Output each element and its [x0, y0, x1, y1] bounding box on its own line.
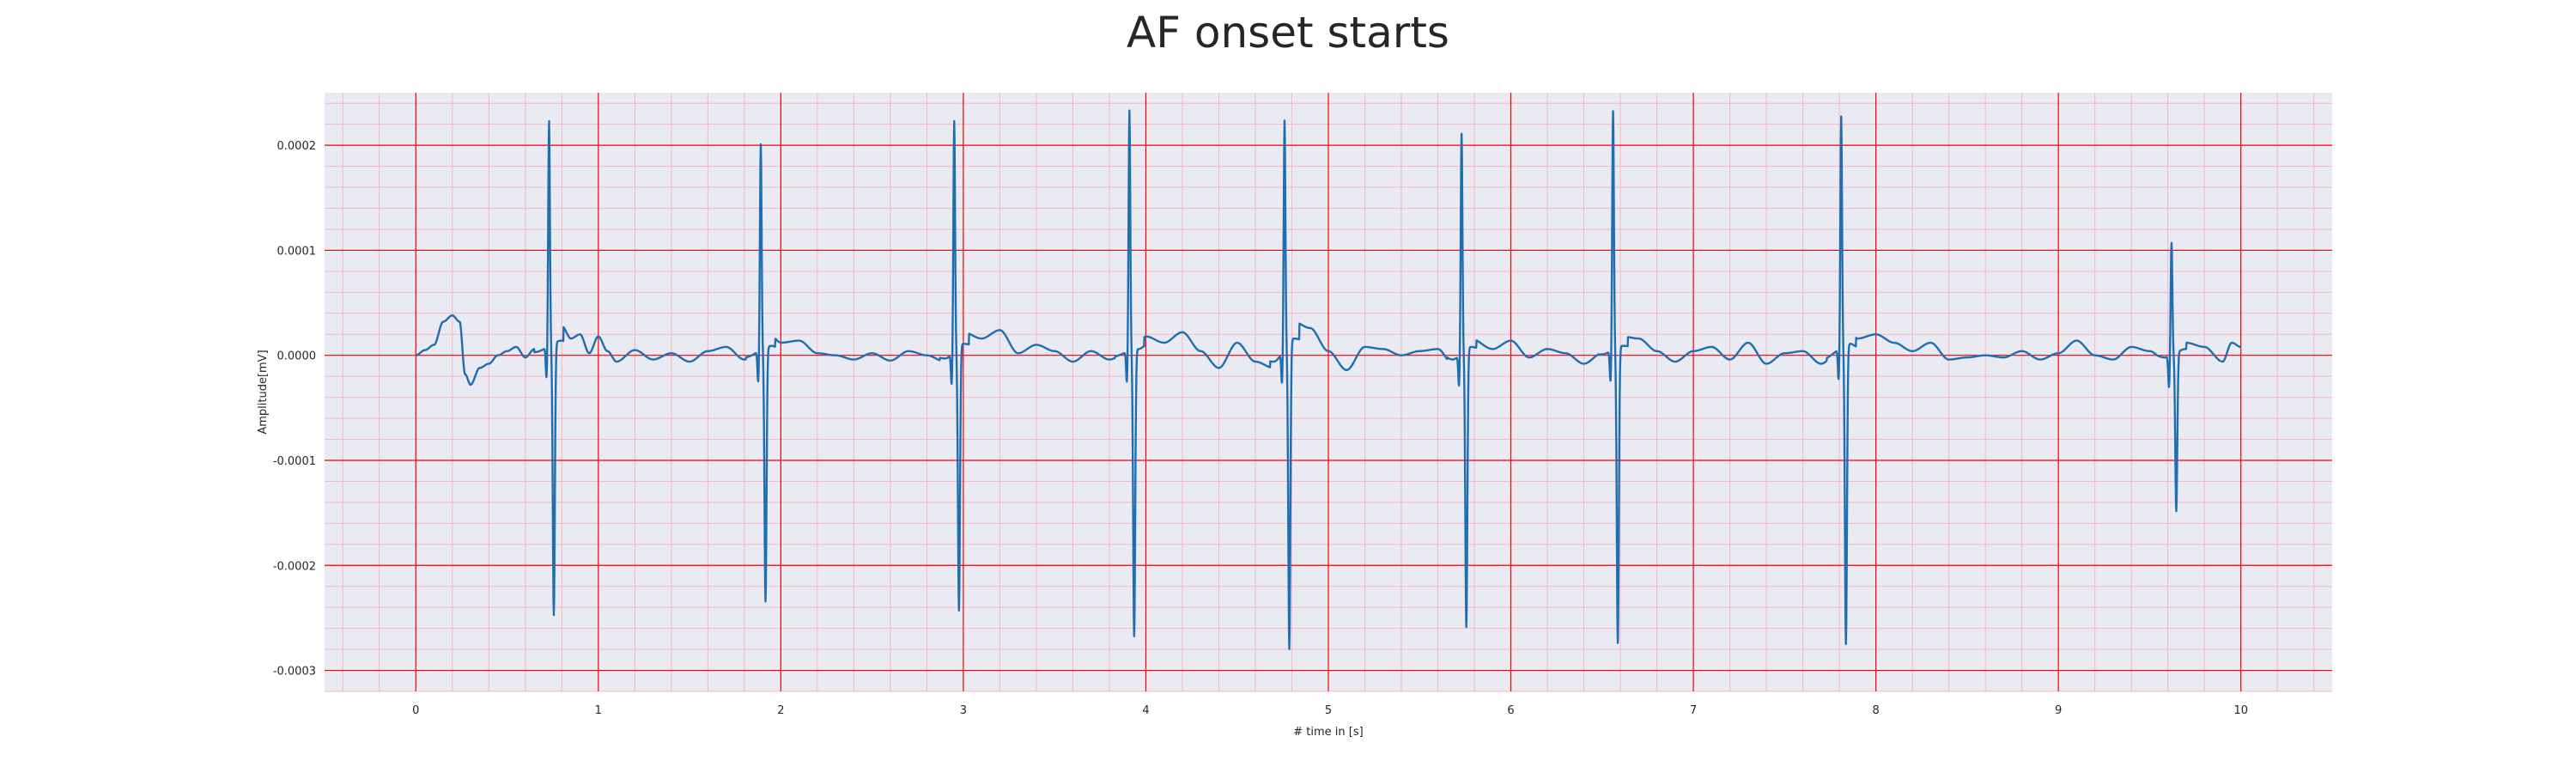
- x-tick-label: 10: [2233, 704, 2248, 717]
- x-tick-label: 1: [595, 704, 602, 717]
- x-tick-label: 3: [960, 704, 967, 717]
- x-tick-label: 7: [1690, 704, 1697, 717]
- y-tick-label: -0.0001: [273, 455, 316, 468]
- y-tick-label: 0.0001: [277, 245, 317, 258]
- x-tick-label: 9: [2055, 704, 2062, 717]
- y-tick-label: -0.0003: [273, 666, 316, 679]
- ecg-signal-line: [415, 109, 2242, 650]
- x-tick-label: 4: [1142, 704, 1149, 717]
- x-tick-label: 0: [412, 704, 419, 717]
- y-axis-label: Amplitude[mV]: [257, 350, 270, 434]
- major-grid: [325, 93, 2332, 691]
- x-tick-label: 2: [777, 704, 784, 717]
- x-axis-label: # time in [s]: [1293, 726, 1363, 739]
- x-axis-ticks: 0 1 2 3 4 5 6 7 8 9 10: [412, 704, 2248, 717]
- y-tick-label: 0.0002: [277, 140, 317, 153]
- y-tick-label: 0.0000: [277, 350, 317, 363]
- x-tick-label: 8: [1872, 704, 1879, 717]
- y-tick-label: -0.0002: [273, 560, 316, 573]
- y-axis-ticks: 0.0002 0.0001 0.0000 -0.0001 -0.0002 -0.0003: [273, 140, 316, 678]
- chart-title: AF onset starts: [1127, 8, 1449, 58]
- x-tick-label: 5: [1325, 704, 1332, 717]
- x-tick-label: 6: [1507, 704, 1514, 717]
